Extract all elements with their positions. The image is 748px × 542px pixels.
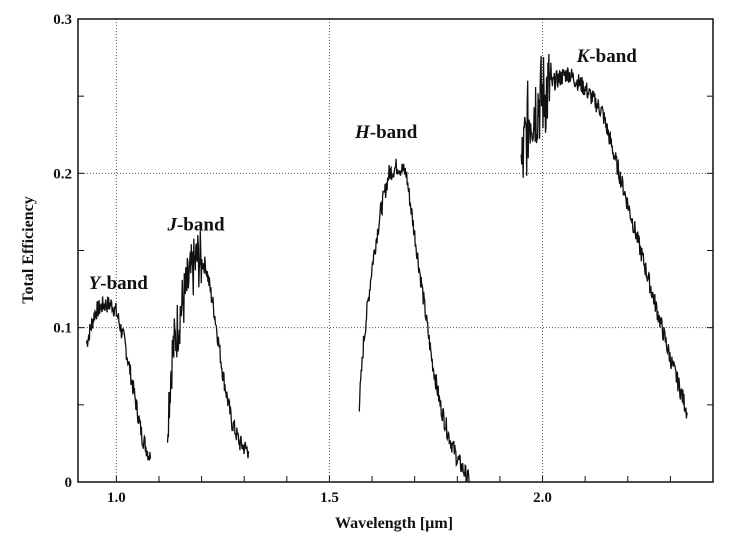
y-tick-label: 0.3	[53, 12, 72, 28]
x-axis-label: Wavelength [µm]	[335, 515, 453, 532]
x-tick-label: 1.0	[107, 490, 126, 506]
band-label: K-band	[576, 46, 638, 67]
band-label: J-band	[166, 214, 224, 235]
x-tick-label: 2.0	[533, 490, 552, 506]
efficiency-curve	[358, 158, 471, 483]
efficiency-curve	[166, 230, 250, 459]
y-axis-label: Total Efficiency	[20, 196, 37, 303]
band-label: H-band	[354, 122, 418, 143]
y-tick-label: 0	[65, 475, 73, 491]
plot-frame	[77, 18, 714, 483]
band-label: Y-band	[89, 273, 149, 294]
y-tick-label: 0.1	[53, 321, 72, 337]
efficiency-curve	[520, 53, 689, 419]
efficiency-curve	[85, 296, 152, 461]
x-tick-label: 1.5	[320, 490, 339, 506]
y-tick-label: 0.2	[53, 166, 72, 182]
